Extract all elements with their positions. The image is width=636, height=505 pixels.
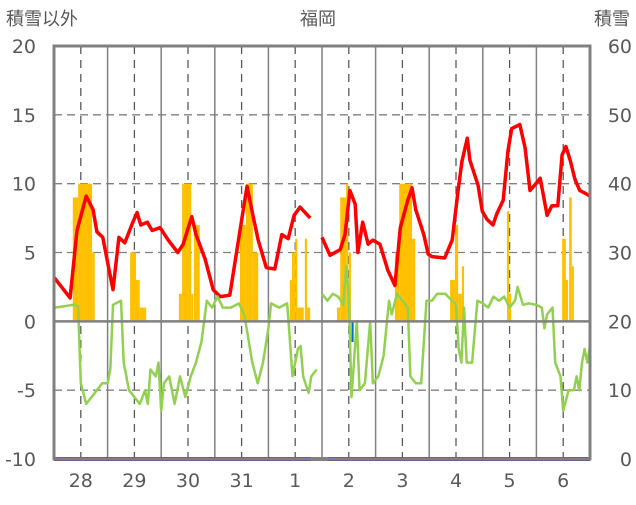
precip-bar — [295, 238, 298, 322]
precip-bar — [252, 252, 259, 322]
precip-bar — [245, 183, 253, 322]
x-tick-label: 4 — [450, 470, 462, 492]
precip-bar — [193, 224, 200, 322]
precip-bar — [337, 307, 341, 322]
left-tick-label: 0 — [24, 311, 36, 333]
precip-bar — [348, 252, 351, 322]
precip-bar — [506, 211, 510, 322]
precip-bar — [92, 252, 95, 322]
right-tick-label: 50 — [608, 105, 632, 127]
left-axis-title: 積雪以外 — [6, 9, 78, 30]
left-tick-label: 15 — [12, 105, 36, 127]
left-tick-label: 20 — [12, 36, 36, 58]
precip-bar — [454, 224, 459, 322]
negative-bar — [351, 321, 354, 342]
x-tick-label: 3 — [396, 470, 408, 492]
right-tick-label: 10 — [608, 380, 632, 402]
right-tick-label: 30 — [608, 243, 632, 265]
right-tick-label: 60 — [608, 36, 632, 58]
precip-bar — [458, 293, 462, 322]
precip-bar — [130, 252, 137, 322]
left-tick-label: -5 — [17, 380, 36, 402]
precip-bar — [571, 266, 574, 322]
left-tick-label: 5 — [24, 243, 36, 265]
precip-bar — [569, 197, 572, 322]
right-axis-title: 積雪 — [594, 9, 630, 30]
plot-border — [52, 44, 592, 461]
precip-bar — [306, 307, 311, 322]
x-tick-label: 2 — [343, 470, 355, 492]
x-tick-label: 31 — [230, 470, 254, 492]
precip-bar — [178, 293, 183, 322]
green-series-line — [53, 265, 592, 413]
precip-bar — [291, 252, 296, 322]
precip-bar — [412, 238, 416, 322]
left-tick-label: 10 — [12, 174, 36, 196]
precip-bar — [136, 280, 140, 322]
left-tick-label: -10 — [5, 449, 36, 471]
plot-frame — [52, 44, 592, 461]
precip-bar — [461, 266, 465, 322]
precip-bar — [182, 183, 192, 322]
x-tick-label: 1 — [289, 470, 301, 492]
precip-bar — [565, 280, 569, 322]
precip-bar — [191, 293, 194, 322]
precip-bar — [239, 224, 246, 322]
right-tick-label: 0 — [620, 449, 632, 471]
precip-bar — [304, 238, 307, 322]
precip-bar — [289, 280, 292, 322]
x-tick-label: 28 — [69, 470, 93, 492]
x-tick-label: 30 — [176, 470, 200, 492]
precip-bar — [340, 197, 347, 322]
precip-bar — [139, 307, 147, 322]
x-tick-label: 29 — [122, 470, 146, 492]
precip-bar — [562, 238, 566, 322]
x-tick-label: 5 — [504, 470, 516, 492]
precip-bar — [297, 307, 304, 322]
precip-bar — [394, 252, 400, 322]
red-series-line — [52, 122, 591, 300]
x-tick-label: 6 — [557, 470, 569, 492]
right-tick-label: 40 — [608, 174, 632, 196]
right-tick-label: 20 — [608, 311, 632, 333]
precip-bar — [346, 183, 349, 322]
chart-title: 福岡 — [300, 9, 336, 30]
